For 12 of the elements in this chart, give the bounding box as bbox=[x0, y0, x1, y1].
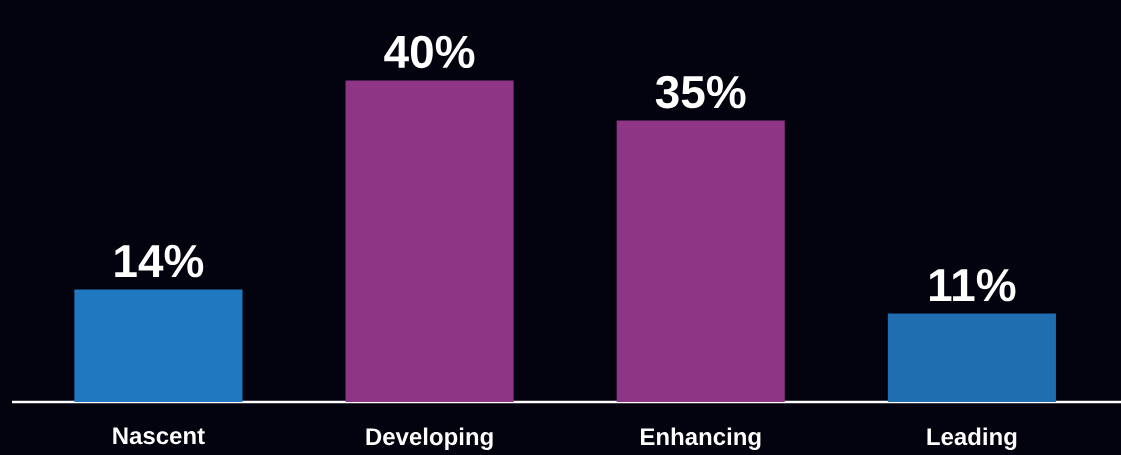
x-tick-label: Nascent bbox=[113, 427, 205, 445]
data-label: 40% bbox=[384, 35, 475, 69]
bar bbox=[887, 313, 1056, 402]
x-tick-label: Developing bbox=[366, 427, 493, 451]
x-tick-label: Leading bbox=[927, 427, 1017, 451]
x-tick-label: Enhancing bbox=[640, 427, 761, 451]
bar bbox=[345, 80, 514, 402]
bar bbox=[74, 289, 243, 402]
data-label: 11% bbox=[930, 268, 1016, 302]
data-label: 35% bbox=[655, 75, 746, 109]
bar bbox=[616, 120, 785, 402]
data-label: 14% bbox=[115, 244, 204, 278]
